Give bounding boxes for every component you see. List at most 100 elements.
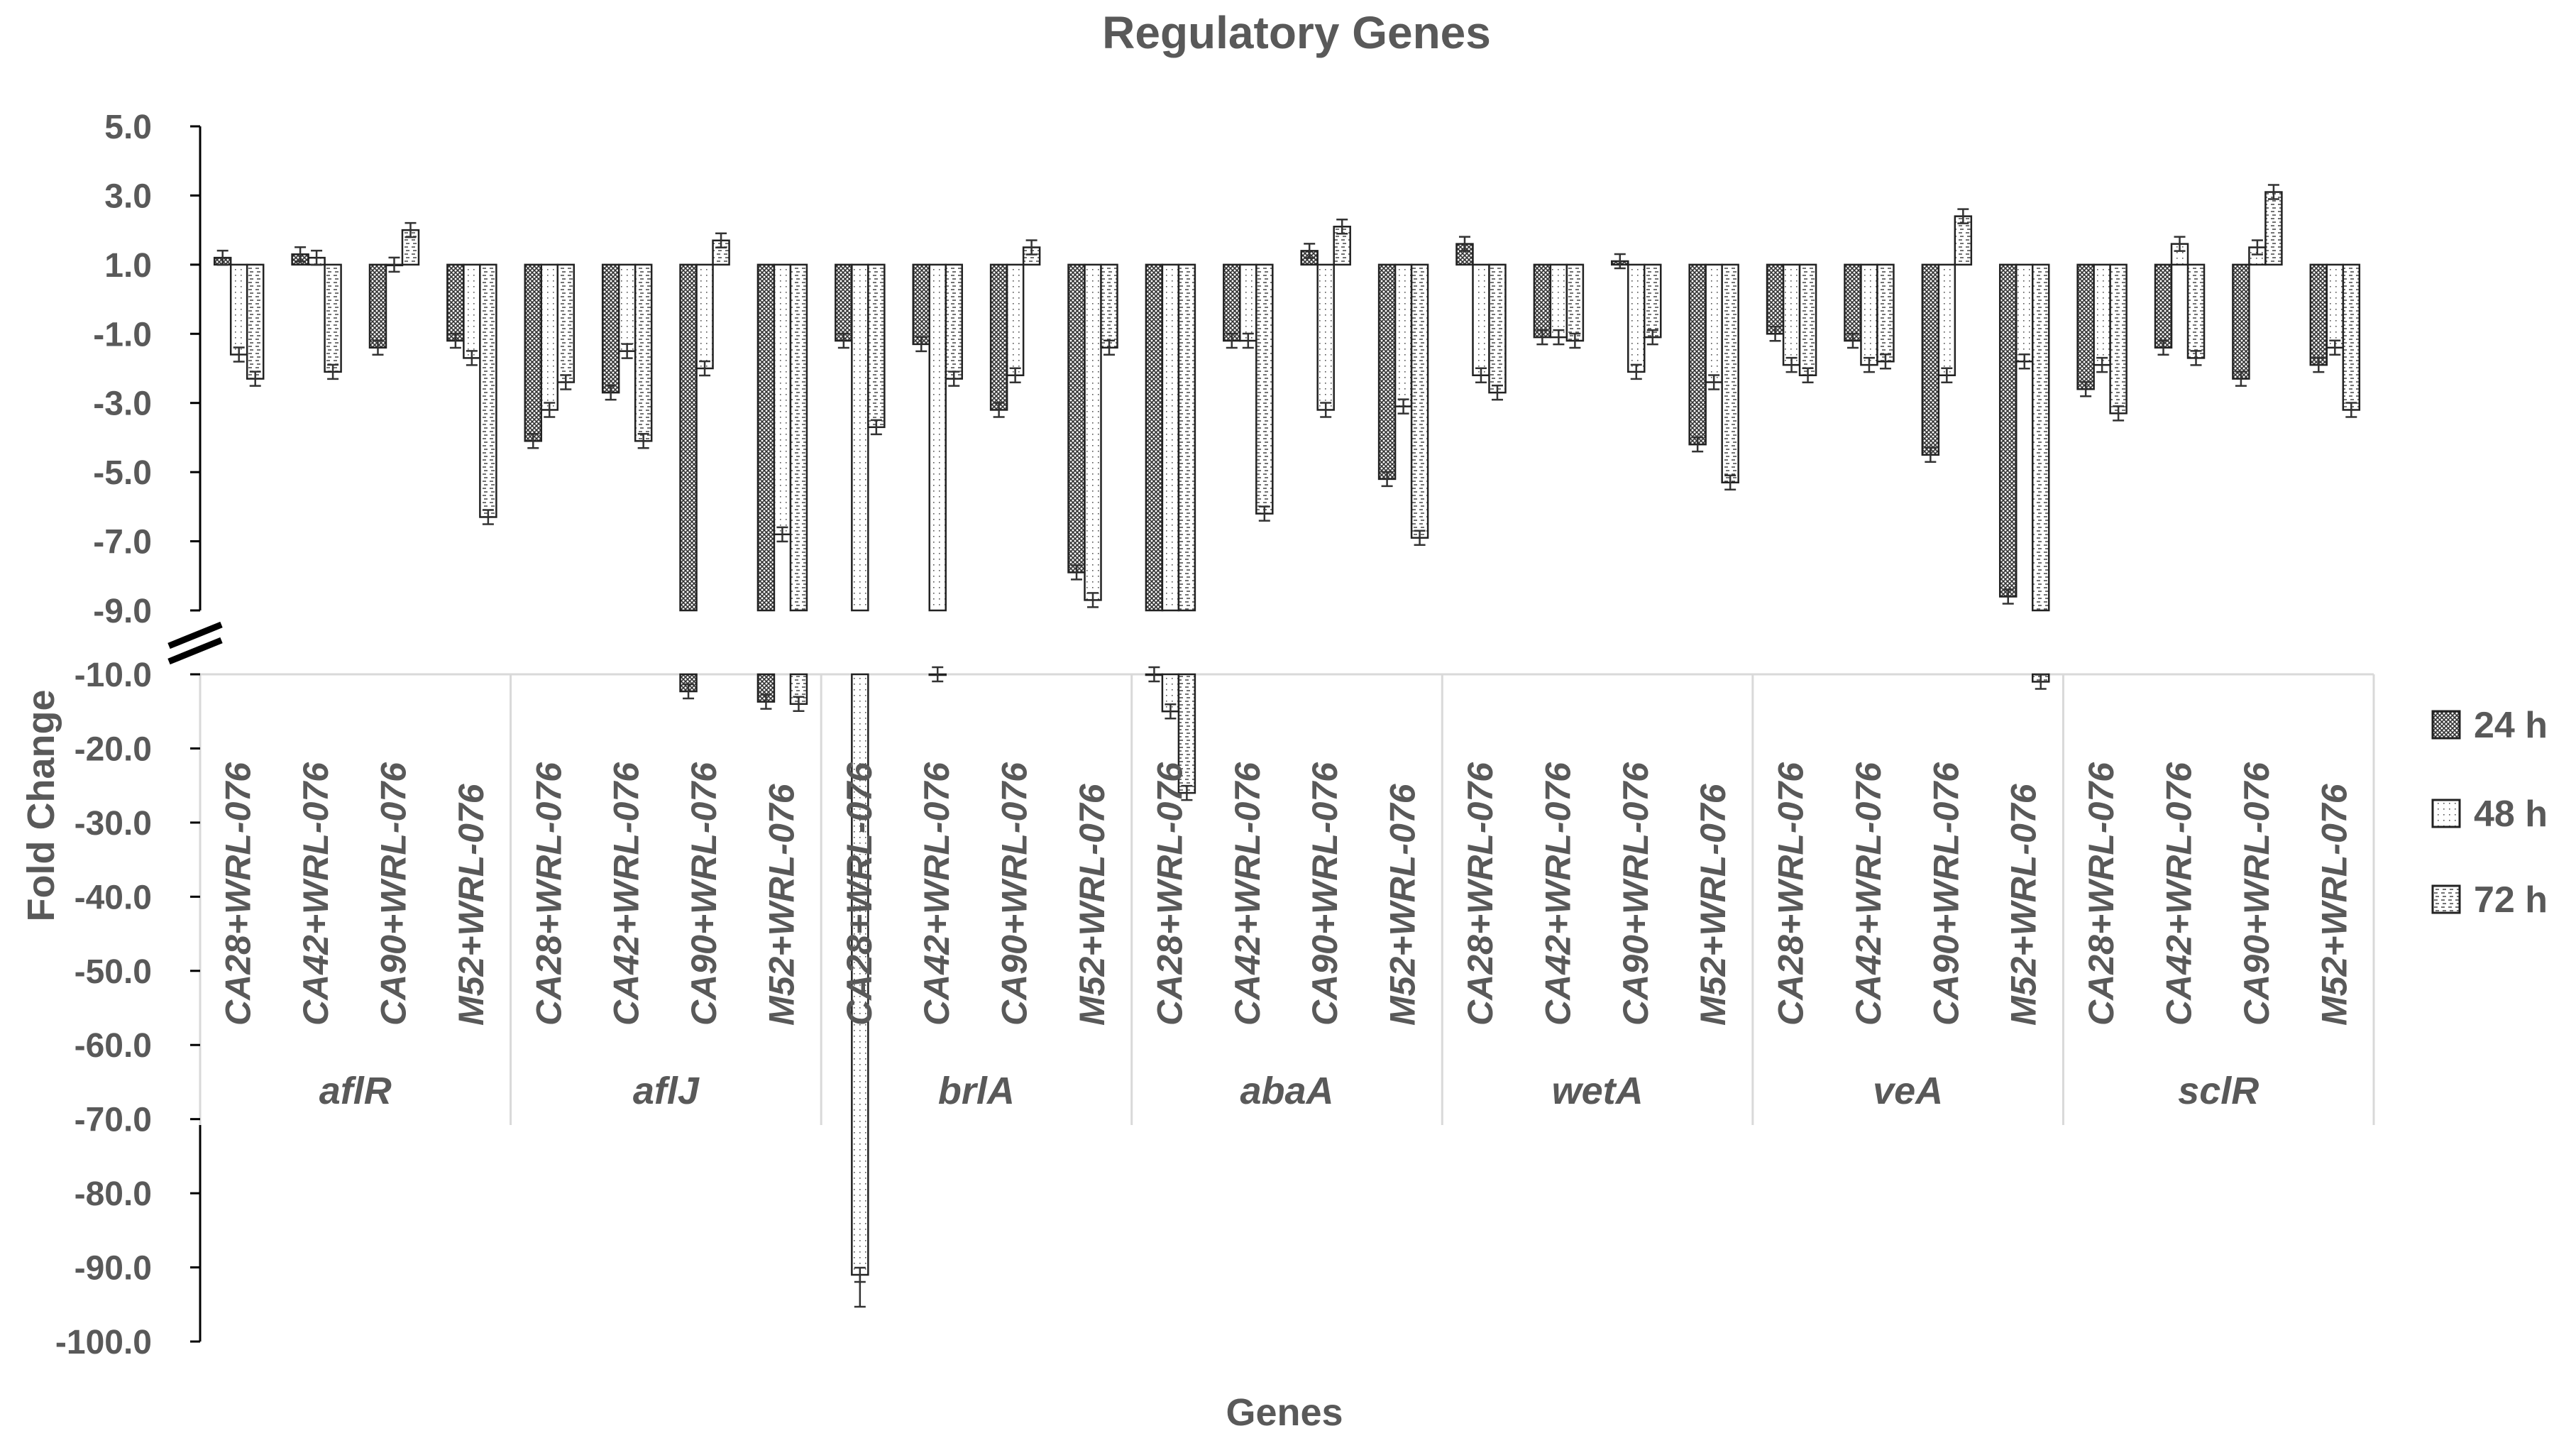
treatment-label: CA28+WRL-076 [1460, 762, 1500, 1026]
bar-segment-upper [2031, 263, 2050, 612]
gene-label-abaA: abaA [1240, 1070, 1333, 1112]
bar-segment [1533, 263, 1552, 339]
bar-48h-veA-1 [1782, 263, 1801, 373]
treatment-label: M52+WRL-076 [761, 783, 801, 1026]
y-tick-label: -80.0 [75, 1175, 152, 1213]
bar-segment [1844, 263, 1862, 342]
bar-24h-abaA-4 [1377, 263, 1397, 488]
y-tick-label: -30.0 [75, 805, 152, 843]
bar-24h-sclR-2 [2154, 263, 2173, 356]
bar-72h-abaA-4 [1410, 263, 1429, 546]
treatment-label: CA90+WRL-076 [1926, 762, 1966, 1026]
bar-segment [634, 263, 653, 442]
y-tick-label: -9.0 [93, 593, 152, 630]
bar-segment [912, 263, 930, 346]
bar-segment [1627, 263, 1646, 373]
bars-layer [213, 184, 2361, 1308]
bar-72h-sclR-2 [2186, 263, 2206, 366]
treatment-label: CA28+WRL-076 [529, 762, 568, 1026]
bar-24h-aflJ-4 [756, 263, 776, 710]
bar-segment [835, 263, 853, 342]
bar-segment [2015, 263, 2034, 363]
bar-48h-wetA-3 [1627, 263, 1646, 380]
axis-break-icon [167, 621, 223, 665]
bar-segment-upper [679, 263, 698, 612]
bar-segment [1006, 263, 1025, 376]
bar-48h-sclR-1 [2093, 263, 2111, 373]
bar-segment [524, 263, 543, 442]
y-tick-label: -1.0 [93, 316, 152, 353]
treatment-label: M52+WRL-076 [1072, 783, 1112, 1026]
bar-segment [2154, 263, 2173, 349]
bar-segment-upper [789, 263, 808, 612]
bar-48h-brlA-4 [1084, 263, 1102, 608]
bar-segment [773, 263, 792, 536]
bar-24h-aflR-3 [368, 263, 387, 356]
bar-72h-aflR-3 [401, 221, 420, 266]
bar-segment [1766, 263, 1785, 335]
bar-segment [368, 263, 387, 349]
treatment-label: M52+WRL-076 [1383, 783, 1423, 1026]
gene-label-aflR: aflR [319, 1070, 392, 1112]
y-tick-label: 5.0 [104, 109, 152, 146]
bar-segment [1100, 263, 1118, 349]
bar-segment [1565, 263, 1585, 342]
gene-label-aflJ: aflJ [633, 1070, 700, 1112]
bar-segment [2342, 263, 2361, 411]
y-tick-label: -20.0 [75, 730, 152, 768]
bar-24h-brlA-4 [1067, 263, 1086, 581]
legend-label: 72 h [2474, 879, 2548, 921]
treatment-label: CA42+WRL-076 [1228, 762, 1267, 1026]
treatment-label: CA42+WRL-076 [917, 762, 957, 1026]
bar-segment [1084, 263, 1102, 601]
y-tick-label: -90.0 [75, 1250, 152, 1288]
y-tick-label: 3.0 [104, 177, 152, 215]
legend-label: 24 h [2474, 705, 2548, 746]
bar-segment [2232, 263, 2250, 380]
bar-72h-wetA-1 [1488, 263, 1507, 401]
bar-72h-sclR-1 [2109, 263, 2128, 422]
treatment-label: CA42+WRL-076 [1538, 762, 1578, 1026]
bar-72h-abaA-2 [1255, 263, 1274, 522]
bar-48h-aflJ-4 [773, 263, 792, 543]
bar-72h-veA-1 [1798, 263, 1817, 383]
bar-24h-veA-1 [1766, 263, 1785, 342]
bar-segment [1549, 263, 1568, 339]
bar-segment [1472, 263, 1490, 376]
bar-segment [1410, 263, 1429, 539]
bar-24h-aflR-2 [291, 246, 309, 266]
bar-segment-upper [1145, 263, 1164, 612]
bar-48h-wetA-2 [1549, 263, 1568, 346]
legend-swatch [2431, 799, 2461, 828]
bar-24h-veA-2 [1844, 263, 1862, 349]
bar-segment [1255, 263, 1274, 515]
bar-72h-veA-3 [1954, 208, 1973, 266]
y-tick-label: -3.0 [93, 385, 152, 423]
bar-72h-sclR-4 [2342, 263, 2361, 418]
bar-48h-sclR-3 [2248, 239, 2267, 266]
gene-label-veA: veA [1873, 1070, 1943, 1112]
bar-segment [2076, 263, 2095, 390]
bar-segment [324, 263, 342, 373]
bar-segment [1782, 263, 1801, 366]
bar-segment [2264, 191, 2283, 266]
bar-segment [945, 263, 963, 380]
bar-segment [1394, 263, 1413, 407]
y-tick-label: -70.0 [75, 1102, 152, 1139]
bar-segment [540, 263, 559, 411]
bar-segment-upper [756, 263, 776, 612]
bar-segment [1223, 263, 1241, 342]
bar-48h-veA-3 [1937, 263, 1956, 383]
y-tick-label: -50.0 [75, 953, 152, 991]
bar-segment [1067, 263, 1086, 574]
bar-48h-aflR-2 [307, 249, 326, 266]
category-labels-layer: CA28+WRL-076 CA42+WRL-076 CA90+WRL-076 M52+… [219, 762, 2355, 1112]
bar-72h-aflJ-2 [634, 263, 653, 449]
bar-48h-abaA-1 [1161, 263, 1180, 720]
y-tick-label: -10.0 [75, 657, 152, 694]
bar-72h-wetA-4 [1721, 263, 1739, 491]
bar-segment [2093, 263, 2111, 366]
bar-24h-wetA-4 [1688, 263, 1707, 453]
bar-24h-sclR-3 [2232, 263, 2250, 387]
